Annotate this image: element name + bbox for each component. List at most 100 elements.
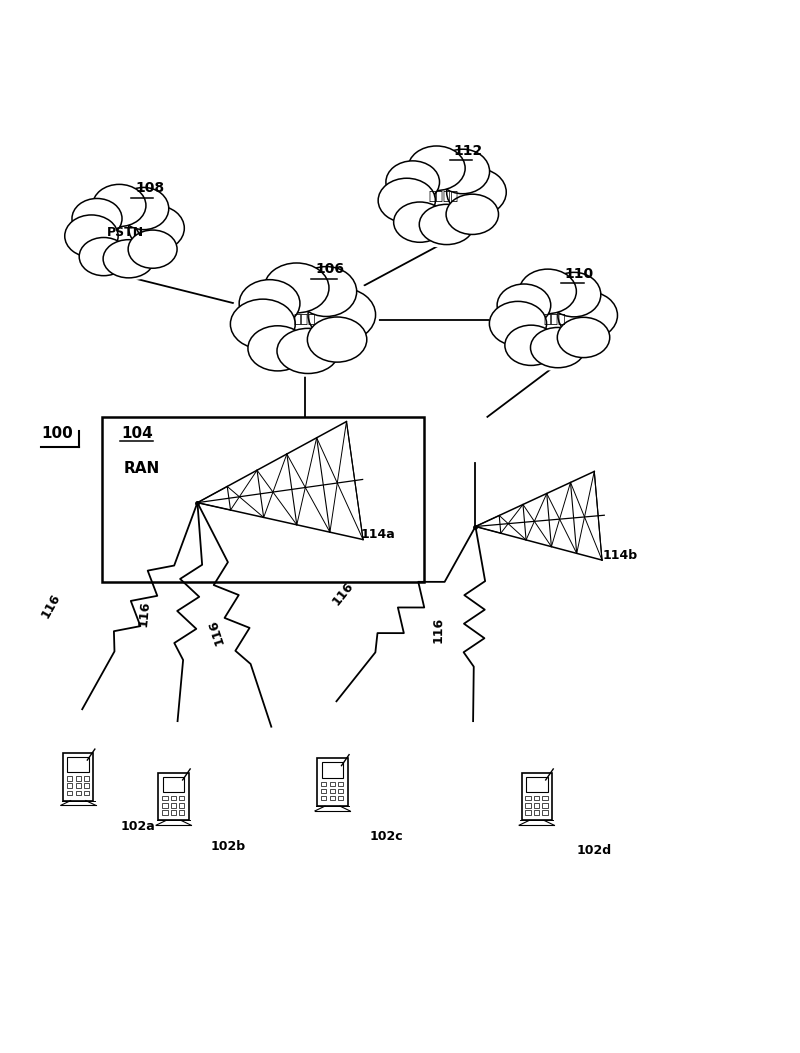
Text: 104: 104 (121, 425, 153, 441)
Bar (322, 762, 343, 777)
Text: 116: 116 (330, 580, 356, 609)
Bar (322, 789, 326, 793)
Bar (318, 758, 347, 807)
Bar (84, 791, 89, 795)
Ellipse shape (129, 205, 184, 251)
Ellipse shape (558, 317, 610, 358)
Ellipse shape (490, 301, 546, 345)
Ellipse shape (490, 270, 621, 371)
Bar (542, 811, 547, 815)
Ellipse shape (446, 194, 498, 235)
Ellipse shape (308, 289, 375, 341)
Ellipse shape (230, 299, 295, 349)
Bar (75, 791, 81, 795)
Bar (162, 811, 167, 815)
Ellipse shape (505, 325, 558, 365)
Bar (162, 803, 167, 808)
Ellipse shape (84, 195, 168, 271)
Ellipse shape (248, 325, 307, 371)
Bar (534, 796, 539, 800)
Bar (330, 796, 335, 800)
Text: 因特网: 因特网 (544, 314, 566, 326)
Ellipse shape (547, 273, 601, 317)
Ellipse shape (72, 198, 122, 239)
Bar (162, 796, 167, 800)
Bar (171, 796, 176, 800)
Text: PSTN: PSTN (107, 226, 145, 239)
Ellipse shape (93, 184, 146, 226)
Text: 116: 116 (431, 617, 445, 643)
Bar (542, 803, 547, 808)
Text: 102c: 102c (370, 830, 403, 843)
Text: 116: 116 (137, 600, 152, 628)
Bar (330, 781, 335, 787)
Ellipse shape (378, 178, 435, 223)
Bar (75, 783, 81, 788)
Text: 100: 100 (41, 425, 73, 441)
Ellipse shape (408, 146, 465, 191)
Bar (338, 796, 343, 800)
Ellipse shape (118, 187, 169, 230)
Bar (330, 789, 335, 793)
Ellipse shape (65, 215, 118, 257)
Bar (67, 757, 89, 772)
Bar (84, 783, 89, 788)
Bar (158, 773, 189, 820)
Bar (84, 776, 89, 780)
Ellipse shape (296, 266, 357, 317)
Bar (75, 776, 81, 780)
Text: 114a: 114a (360, 529, 395, 541)
Bar (171, 803, 176, 808)
Ellipse shape (530, 327, 586, 367)
Text: 106: 106 (315, 262, 344, 276)
Bar (67, 776, 72, 780)
Text: 102a: 102a (120, 820, 155, 833)
Bar (67, 791, 72, 795)
Ellipse shape (519, 270, 576, 314)
Ellipse shape (446, 168, 506, 216)
Ellipse shape (510, 280, 600, 360)
Ellipse shape (307, 317, 366, 362)
Ellipse shape (386, 161, 439, 203)
Bar (179, 811, 185, 815)
Bar (162, 777, 185, 792)
Ellipse shape (419, 204, 474, 244)
Ellipse shape (264, 263, 329, 313)
Ellipse shape (128, 230, 177, 269)
Bar (67, 783, 72, 788)
Text: 112: 112 (454, 143, 483, 158)
Ellipse shape (497, 284, 550, 326)
Ellipse shape (399, 157, 488, 237)
Text: 114b: 114b (602, 549, 638, 561)
Bar (171, 811, 176, 815)
Bar (322, 781, 326, 787)
Bar (542, 796, 547, 800)
Bar (322, 796, 326, 800)
Ellipse shape (558, 292, 618, 339)
Bar (534, 803, 539, 808)
Text: 其他网络: 其他网络 (429, 191, 458, 203)
Ellipse shape (103, 240, 154, 278)
Ellipse shape (254, 276, 355, 364)
Text: 108: 108 (135, 181, 165, 195)
Ellipse shape (79, 238, 128, 276)
Ellipse shape (436, 150, 490, 194)
Bar (526, 803, 530, 808)
Bar (102, 417, 424, 582)
Ellipse shape (378, 146, 510, 247)
Ellipse shape (277, 329, 339, 374)
Bar (179, 803, 185, 808)
Bar (526, 811, 530, 815)
Text: 102d: 102d (576, 845, 611, 857)
Text: 110: 110 (565, 266, 594, 281)
Text: 核心网: 核心网 (294, 314, 316, 326)
Bar (522, 773, 552, 820)
Bar (338, 789, 343, 793)
Bar (338, 781, 343, 787)
Text: RAN: RAN (123, 460, 160, 476)
Ellipse shape (239, 280, 300, 327)
Bar (526, 777, 547, 792)
Bar (526, 796, 530, 800)
Ellipse shape (394, 202, 446, 242)
Ellipse shape (65, 184, 187, 280)
